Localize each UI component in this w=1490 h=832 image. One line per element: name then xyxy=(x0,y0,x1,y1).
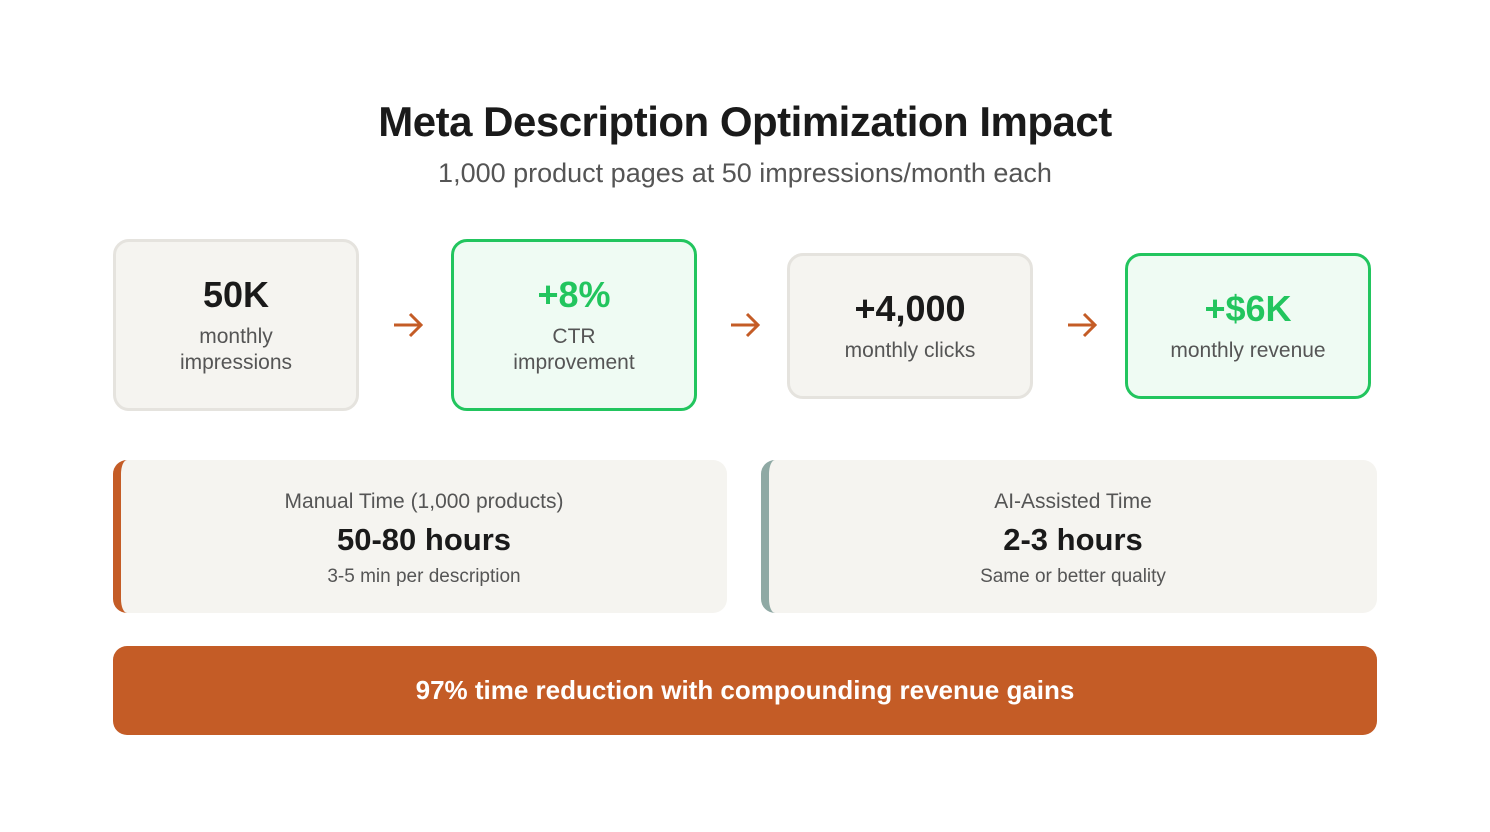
card-heading: Manual Time (1,000 products) xyxy=(284,490,564,513)
metric-label: monthly impressions xyxy=(179,325,293,374)
manual-time-card: Manual Time (1,000 products) 50-80 hours… xyxy=(113,460,727,613)
page-subtitle: 1,000 product pages at 50 impressions/mo… xyxy=(438,158,1052,188)
summary-banner: 97% time reduction with compounding reve… xyxy=(113,646,1377,735)
metric-value: 50K xyxy=(202,274,270,315)
metric-card-ctr: +8% CTR improvement xyxy=(451,239,697,411)
arrow-right-icon xyxy=(731,312,761,338)
ai-time-card: AI-Assisted Time 2-3 hours Same or bette… xyxy=(761,460,1377,613)
metric-card-clicks: +4,000 monthly clicks xyxy=(787,253,1033,399)
metric-card-impressions: 50K monthly impressions xyxy=(113,239,359,411)
card-heading: AI-Assisted Time xyxy=(994,490,1152,513)
card-note: Same or better quality xyxy=(980,566,1166,587)
metric-value: +4,000 xyxy=(854,288,966,329)
arrow-right-icon xyxy=(1068,312,1098,338)
metric-value: +$6K xyxy=(1204,288,1292,329)
card-value: 50-80 hours xyxy=(336,522,511,557)
metric-label: monthly revenue xyxy=(1170,339,1326,362)
metric-card-revenue: +$6K monthly revenue xyxy=(1125,253,1371,399)
card-value: 2-3 hours xyxy=(1003,522,1143,557)
metric-label: CTR improvement xyxy=(513,325,635,374)
arrow-right-icon xyxy=(394,312,424,338)
metric-value: +8% xyxy=(537,274,611,315)
page-title: Meta Description Optimization Impact xyxy=(378,98,1112,145)
metric-label: monthly clicks xyxy=(844,339,976,362)
card-note: 3-5 min per description xyxy=(327,566,521,587)
